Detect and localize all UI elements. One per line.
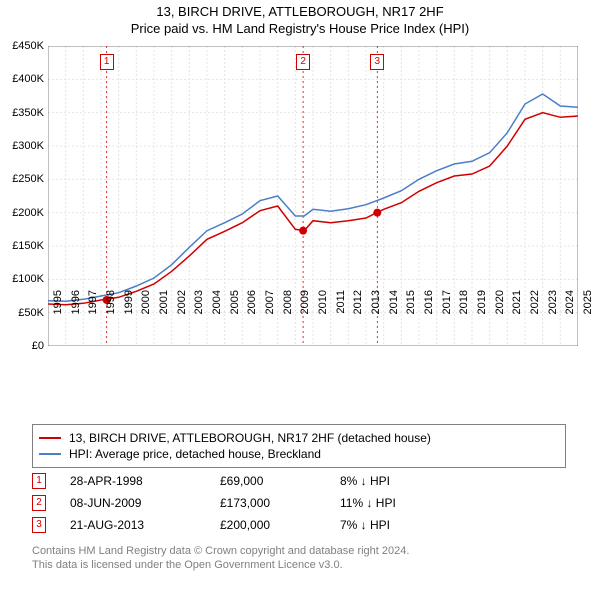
title-block: 13, BIRCH DRIVE, ATTLEBOROUGH, NR17 2HF … — [0, 0, 600, 36]
x-tick-label: 2016 — [423, 290, 435, 350]
event-delta: 7% ↓ HPI — [340, 518, 390, 532]
footer-line2: This data is licensed under the Open Gov… — [32, 558, 566, 572]
x-tick-label: 2010 — [317, 290, 329, 350]
x-tick-label: 2008 — [282, 290, 294, 350]
x-tick-label: 2020 — [494, 290, 506, 350]
y-tick-label: £350K — [0, 107, 44, 119]
event-delta: 11% ↓ HPI — [340, 496, 396, 510]
legend-swatch-hpi — [39, 453, 61, 455]
y-tick-label: £400K — [0, 73, 44, 85]
x-tick-label: 2019 — [476, 290, 488, 350]
event-row: 3 21-AUG-2013 £200,000 7% ↓ HPI — [32, 514, 566, 536]
legend-label-hpi: HPI: Average price, detached house, Brec… — [69, 446, 321, 462]
event-price: £69,000 — [220, 474, 340, 488]
x-tick-label: 2014 — [388, 290, 400, 350]
legend-label-subject: 13, BIRCH DRIVE, ATTLEBOROUGH, NR17 2HF … — [69, 430, 431, 446]
x-tick-label: 2006 — [246, 290, 258, 350]
y-tick-label: £50K — [0, 307, 44, 319]
x-tick-label: 2013 — [370, 290, 382, 350]
address-title: 13, BIRCH DRIVE, ATTLEBOROUGH, NR17 2HF — [0, 4, 600, 19]
event-date: 28-APR-1998 — [70, 474, 220, 488]
x-tick-label: 1999 — [123, 290, 135, 350]
x-tick-label: 2009 — [299, 290, 311, 350]
x-tick-label: 2000 — [140, 290, 152, 350]
y-tick-label: £100K — [0, 273, 44, 285]
x-tick-label: 2021 — [511, 290, 523, 350]
x-tick-label: 2025 — [582, 290, 594, 350]
footer-line1: Contains HM Land Registry data © Crown c… — [32, 544, 566, 558]
event-marker: 2 — [32, 495, 46, 511]
x-tick-label: 2003 — [193, 290, 205, 350]
x-tick-label: 2007 — [264, 290, 276, 350]
chart-area: £0£50K£100K£150K£200K£250K£300K£350K£400… — [48, 46, 578, 372]
legend-item-subject: 13, BIRCH DRIVE, ATTLEBOROUGH, NR17 2HF … — [39, 430, 559, 446]
y-tick-label: £450K — [0, 40, 44, 52]
subtitle: Price paid vs. HM Land Registry's House … — [0, 21, 600, 36]
x-tick-label: 2017 — [441, 290, 453, 350]
sale-marker-box: 3 — [370, 54, 384, 70]
event-date: 21-AUG-2013 — [70, 518, 220, 532]
x-tick-label: 2012 — [352, 290, 364, 350]
x-tick-label: 2004 — [211, 290, 223, 350]
event-delta: 8% ↓ HPI — [340, 474, 390, 488]
y-tick-label: £0 — [0, 340, 44, 352]
sale-marker-box: 2 — [296, 54, 310, 70]
x-tick-label: 1996 — [70, 290, 82, 350]
event-marker: 3 — [32, 517, 46, 533]
sale-events: 1 28-APR-1998 £69,000 8% ↓ HPI 2 08-JUN-… — [32, 470, 566, 536]
x-tick-label: 2023 — [547, 290, 559, 350]
y-tick-label: £300K — [0, 140, 44, 152]
chart-container: 13, BIRCH DRIVE, ATTLEBOROUGH, NR17 2HF … — [0, 0, 600, 590]
x-tick-label: 2001 — [158, 290, 170, 350]
legend-swatch-subject — [39, 437, 61, 439]
x-tick-label: 1997 — [87, 290, 99, 350]
y-tick-label: £150K — [0, 240, 44, 252]
x-tick-label: 2024 — [564, 290, 576, 350]
x-tick-label: 2011 — [335, 290, 347, 350]
legend: 13, BIRCH DRIVE, ATTLEBOROUGH, NR17 2HF … — [32, 424, 566, 468]
y-tick-label: £200K — [0, 207, 44, 219]
event-row: 2 08-JUN-2009 £173,000 11% ↓ HPI — [32, 492, 566, 514]
x-tick-label: 2005 — [229, 290, 241, 350]
event-price: £173,000 — [220, 496, 340, 510]
x-tick-label: 2015 — [405, 290, 417, 350]
event-date: 08-JUN-2009 — [70, 496, 220, 510]
footer: Contains HM Land Registry data © Crown c… — [32, 544, 566, 572]
sale-marker-box: 1 — [100, 54, 114, 70]
y-tick-label: £250K — [0, 173, 44, 185]
x-tick-label: 2002 — [176, 290, 188, 350]
event-row: 1 28-APR-1998 £69,000 8% ↓ HPI — [32, 470, 566, 492]
x-tick-label: 1998 — [105, 290, 117, 350]
event-marker: 1 — [32, 473, 46, 489]
event-price: £200,000 — [220, 518, 340, 532]
x-tick-label: 2018 — [458, 290, 470, 350]
legend-item-hpi: HPI: Average price, detached house, Brec… — [39, 446, 559, 462]
x-tick-label: 2022 — [529, 290, 541, 350]
x-tick-label: 1995 — [52, 290, 64, 350]
